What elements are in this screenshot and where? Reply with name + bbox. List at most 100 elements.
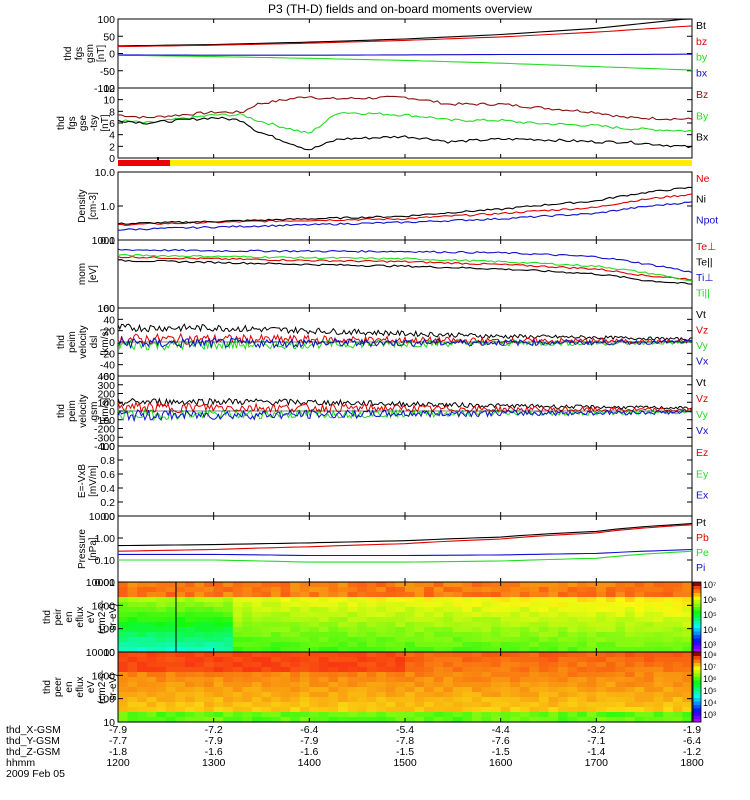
spectrogram-cell: [424, 647, 435, 653]
spectrogram-cell: [309, 582, 320, 588]
spectrogram-cell: [280, 627, 291, 633]
spectrogram-cell: [481, 597, 492, 603]
spectrogram-cell: [242, 692, 253, 698]
spectrogram-cell: [118, 617, 129, 623]
y-axis-label: thd: [42, 610, 53, 624]
spectrogram-cell: [251, 632, 263, 638]
spectrogram-cell: [118, 612, 129, 618]
spectrogram-cell: [452, 717, 463, 723]
spectrogram-cell: [204, 597, 215, 603]
spectrogram-cell: [634, 592, 645, 598]
spectrogram-cell: [548, 627, 559, 633]
spectrogram-cell: [653, 697, 664, 703]
y-tick-label: 1.00: [95, 533, 116, 545]
spectrogram-cell: [414, 662, 425, 668]
colorbar-tick-label: 10³: [703, 710, 716, 720]
spectrogram-cell: [672, 697, 684, 703]
spectrogram-cell: [194, 597, 205, 603]
spectrogram-cell: [682, 687, 693, 693]
series-line-bz: [117, 25, 693, 48]
spectrogram-cell: [213, 682, 224, 688]
spectrogram-cell: [529, 587, 540, 593]
spectrogram-cell: [366, 702, 377, 708]
spectrogram-cell: [146, 707, 157, 713]
spectrogram-cell: [347, 712, 358, 718]
spectrogram-cell: [204, 607, 215, 613]
spectrogram-cell: [328, 712, 339, 718]
spectrogram-cell: [634, 707, 645, 713]
spectrogram-cell: [414, 682, 425, 688]
spectrogram-cell: [529, 592, 540, 598]
spectrogram-cell: [682, 632, 693, 638]
spectrogram-cell: [452, 582, 463, 588]
spectrogram-cell: [625, 702, 636, 708]
spectrogram-cell: [165, 672, 176, 678]
spectrogram-cell: [519, 677, 530, 683]
spectrogram-cell: [251, 662, 263, 668]
spectrogram-cell: [634, 627, 645, 633]
spectrogram-cell: [127, 682, 138, 688]
spectrogram-cell: [185, 672, 196, 678]
spectrogram-cell: [194, 637, 205, 643]
colorbar-tick-label: 10⁶: [703, 595, 717, 605]
spectrogram-cell: [634, 607, 645, 613]
spectrogram-cell: [634, 632, 645, 638]
spectrogram-cell: [424, 697, 435, 703]
footer-y_gsm-value: -7.8: [396, 735, 414, 747]
spectrogram-cell: [271, 657, 282, 663]
spectrogram-cell: [309, 632, 320, 638]
footer-y_gsm-value: -7.6: [492, 735, 510, 747]
footer-x_gsm-value: -3.2: [587, 724, 605, 736]
spectrogram-cell: [586, 707, 597, 713]
spectrogram-cell: [318, 717, 330, 723]
spectrogram-cell: [366, 602, 377, 608]
y-tick-label: 400: [97, 371, 115, 383]
spectrogram-cell: [452, 672, 463, 678]
spectrogram-cell: [405, 602, 416, 608]
spectrogram-cell: [376, 702, 387, 708]
spectrogram-cell: [663, 617, 674, 623]
spectrogram-cell: [634, 637, 645, 643]
spectrogram-cell: [146, 627, 157, 633]
spectrogram-cell: [500, 702, 511, 708]
spectrogram-cell: [185, 632, 196, 638]
spectrogram-cell: [424, 717, 435, 723]
footer-hhmm-value: 1400: [298, 757, 322, 769]
spectrogram-cell: [194, 697, 205, 703]
spectrogram-cell: [127, 592, 138, 598]
spectrogram-cell: [175, 677, 186, 683]
spectrogram-cell: [405, 582, 416, 588]
spectrogram-cell: [424, 672, 435, 678]
colorbar-tick-label: 10³: [703, 640, 716, 650]
footer-hhmm-value: 1500: [393, 757, 417, 769]
series-line-Vz: [117, 400, 693, 415]
spectrogram-cell: [156, 667, 167, 673]
spectrogram-cell: [443, 602, 454, 608]
colorbar-cell: [693, 631, 701, 635]
spectrogram-cell: [625, 717, 636, 723]
spectrogram-cell: [414, 637, 425, 643]
spectrogram-cell: [271, 622, 282, 628]
spectrogram-cell: [424, 632, 435, 638]
spectrogram-cell: [682, 697, 693, 703]
spectrogram-cell: [376, 652, 387, 658]
y-tick-label: 0: [109, 337, 115, 349]
spectrogram-cell: [405, 702, 416, 708]
spectrogram-cell: [405, 597, 416, 603]
y-tick-label: 100: [97, 397, 115, 409]
spectrogram-cell: [395, 657, 406, 663]
spectrogram-cell: [309, 692, 320, 698]
spectrogram-cell: [213, 712, 224, 718]
colorbar-cell: [693, 680, 701, 684]
spectrogram-cell: [510, 717, 521, 723]
spectrogram-cell: [366, 677, 377, 683]
spectrogram-cell: [194, 717, 205, 723]
spectrogram-cell: [596, 647, 607, 653]
series-line-Vt: [117, 397, 693, 410]
spectrogram-cell: [605, 692, 617, 698]
spectrogram-cell: [290, 677, 301, 683]
spectrogram-cell: [137, 672, 148, 678]
spectrogram-cell: [529, 702, 540, 708]
spectrogram-cell: [118, 587, 129, 593]
